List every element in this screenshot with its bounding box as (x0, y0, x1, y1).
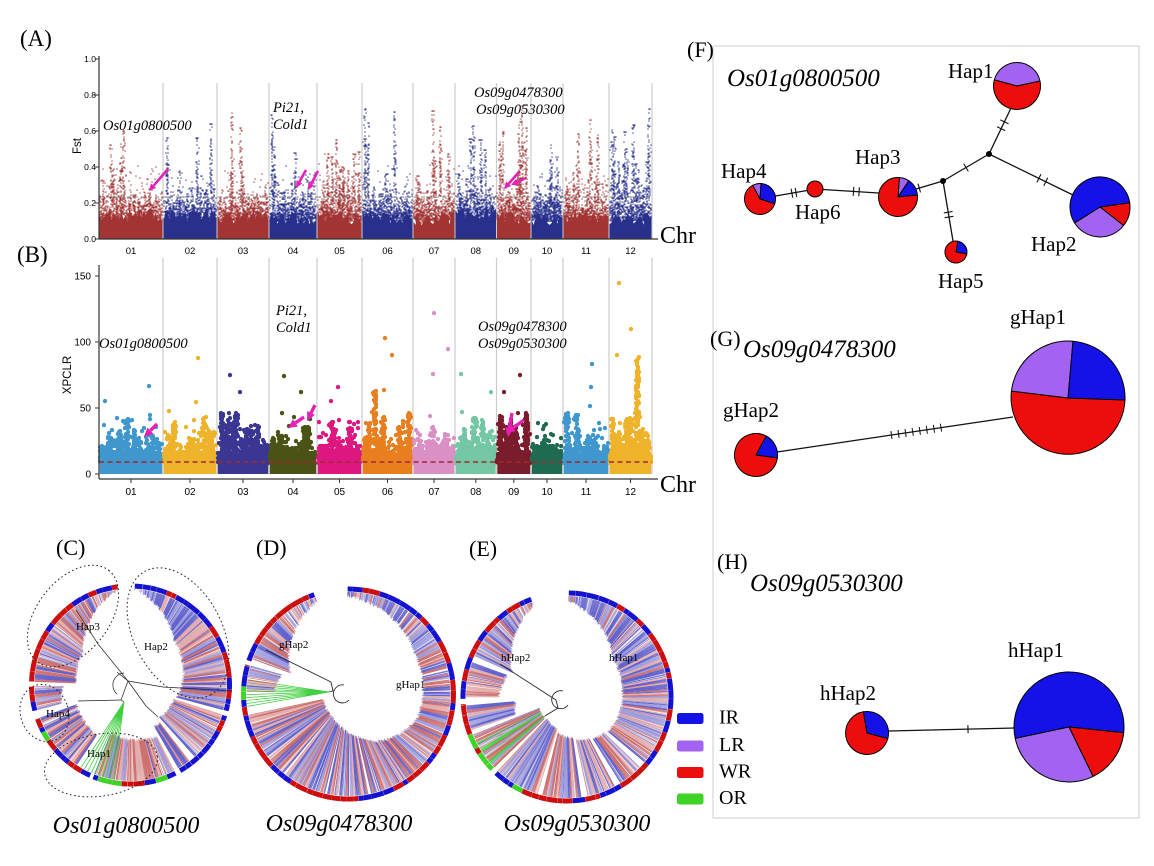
svg-text:Fst: Fst (72, 137, 84, 154)
svg-text:01: 01 (125, 487, 137, 498)
svg-text:OR: OR (719, 787, 747, 809)
svg-text:0.4: 0.4 (84, 162, 96, 172)
svg-text:hHap2: hHap2 (820, 681, 876, 705)
svg-text:Os01g0800500: Os01g0800500 (727, 65, 880, 92)
svg-text:Chr: Chr (660, 472, 696, 498)
svg-text:WR: WR (719, 761, 752, 783)
svg-text:09: 09 (508, 487, 520, 498)
svg-text:Chr: Chr (660, 223, 696, 249)
svg-text:Hap2: Hap2 (1031, 232, 1077, 256)
svg-text:0: 0 (85, 469, 91, 480)
svg-text:Os09g0530300: Os09g0530300 (504, 811, 651, 837)
svg-text:Cold1: Cold1 (273, 117, 308, 133)
svg-text:Hap1: Hap1 (948, 59, 994, 83)
svg-text:03: 03 (238, 246, 249, 257)
svg-text:(H): (H) (717, 549, 748, 574)
svg-text:02: 02 (185, 246, 196, 257)
svg-text:hHap2: hHap2 (501, 652, 530, 664)
svg-text:Os01g0800500: Os01g0800500 (53, 813, 200, 839)
svg-text:Os09g0530300: Os09g0530300 (476, 102, 565, 118)
svg-text:Hap5: Hap5 (938, 269, 984, 293)
svg-text:LR: LR (719, 734, 745, 756)
svg-text:Hap1: Hap1 (87, 748, 111, 760)
svg-text:gHap1: gHap1 (396, 679, 425, 691)
svg-text:Os09g0478300: Os09g0478300 (478, 319, 567, 335)
svg-text:11: 11 (581, 487, 592, 498)
svg-text:Os09g0478300: Os09g0478300 (474, 85, 563, 101)
svg-text:05: 05 (334, 246, 345, 257)
svg-text:03: 03 (237, 487, 249, 498)
svg-text:12: 12 (625, 487, 637, 498)
svg-text:01: 01 (126, 246, 137, 257)
svg-text:0.2: 0.2 (84, 198, 96, 208)
svg-text:Hap4: Hap4 (721, 159, 767, 183)
svg-text:Cold1: Cold1 (276, 320, 311, 336)
svg-text:Os01g0800500: Os01g0800500 (103, 118, 192, 134)
svg-text:10: 10 (542, 246, 553, 257)
svg-text:IR: IR (719, 707, 740, 729)
svg-text:Pi21,: Pi21, (272, 100, 304, 116)
svg-text:07: 07 (428, 487, 440, 498)
svg-text:gHap2: gHap2 (279, 639, 308, 651)
svg-text:Hap2: Hap2 (144, 641, 168, 653)
svg-text:06: 06 (382, 487, 394, 498)
svg-text:Os09g0478300: Os09g0478300 (743, 336, 896, 363)
svg-text:08: 08 (471, 246, 482, 257)
svg-text:Hap3: Hap3 (855, 145, 901, 169)
svg-text:04: 04 (288, 246, 299, 257)
svg-text:12: 12 (625, 246, 636, 257)
svg-text:(C): (C) (56, 535, 85, 560)
svg-text:XPCLR: XPCLR (62, 356, 74, 394)
svg-text:(B): (B) (17, 242, 48, 267)
svg-text:10: 10 (541, 487, 553, 498)
svg-text:Hap3: Hap3 (76, 621, 100, 633)
svg-text:04: 04 (287, 487, 299, 498)
svg-text:(G): (G) (710, 326, 741, 351)
svg-text:0.6: 0.6 (84, 126, 96, 136)
svg-text:02: 02 (184, 487, 196, 498)
svg-text:hHap1: hHap1 (1008, 638, 1064, 662)
svg-text:(D): (D) (256, 535, 287, 560)
svg-text:0.0: 0.0 (84, 234, 96, 244)
svg-text:Hap4: Hap4 (46, 708, 70, 720)
svg-text:(F): (F) (687, 37, 714, 62)
svg-text:09: 09 (509, 246, 520, 257)
svg-text:Os09g0530300: Os09g0530300 (750, 570, 903, 597)
svg-text:11: 11 (581, 246, 591, 257)
svg-text:hHap1: hHap1 (609, 652, 638, 664)
svg-text:Os09g0530300: Os09g0530300 (478, 336, 567, 352)
svg-text:Hap6: Hap6 (795, 200, 841, 224)
svg-text:Os09g0478300: Os09g0478300 (266, 811, 413, 837)
svg-text:150: 150 (74, 271, 91, 282)
svg-text:1.0: 1.0 (84, 54, 96, 64)
svg-text:gHap2: gHap2 (723, 398, 779, 422)
svg-text:gHap1: gHap1 (1010, 305, 1066, 329)
svg-text:08: 08 (470, 487, 482, 498)
svg-text:05: 05 (334, 487, 346, 498)
svg-text:06: 06 (382, 246, 393, 257)
svg-text:Os01g0800500: Os01g0800500 (99, 336, 188, 352)
svg-text:0.8: 0.8 (84, 90, 96, 100)
svg-text:(E): (E) (469, 536, 497, 561)
svg-text:07: 07 (429, 246, 440, 257)
svg-text:(A): (A) (20, 26, 52, 51)
svg-text:100: 100 (74, 337, 91, 348)
svg-text:50: 50 (80, 403, 92, 414)
svg-text:Pi21,: Pi21, (275, 303, 307, 319)
